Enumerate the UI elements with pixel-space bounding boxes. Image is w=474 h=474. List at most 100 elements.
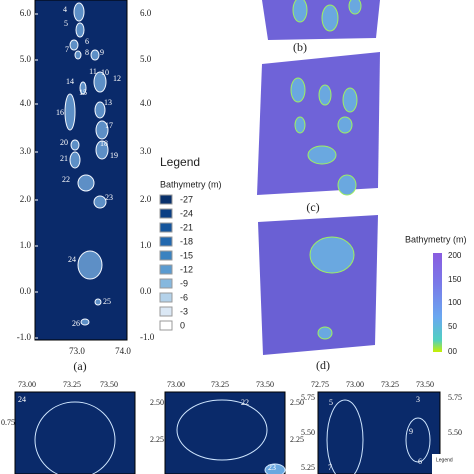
y-tick-label: 5.0	[20, 54, 32, 64]
reef	[317, 326, 333, 340]
reef	[79, 81, 87, 95]
y-tick-label: 6.0	[20, 8, 32, 18]
island-label: 7	[328, 463, 332, 472]
island-label: 25	[103, 297, 111, 306]
island-label: 9	[409, 427, 413, 436]
panel-label: (c)	[306, 200, 319, 214]
reef	[337, 116, 353, 134]
legend-item: -3	[180, 306, 188, 316]
reef	[93, 195, 107, 209]
legend-item: -15	[180, 250, 193, 260]
legend-swatch	[159, 278, 173, 289]
y-tick-label: 3.0	[20, 146, 32, 156]
x-tick-label: 73.50	[416, 380, 434, 389]
y-tick-label: 6.0	[140, 8, 152, 18]
reef	[405, 417, 431, 463]
reef	[93, 71, 107, 93]
y-tick-label: 4.0	[140, 98, 152, 108]
x-tick-label: 73.00	[18, 380, 36, 389]
legend-swatch	[159, 264, 173, 275]
reef	[307, 145, 337, 165]
colorbar-tick: 50	[448, 322, 457, 331]
legend-swatch	[159, 236, 173, 247]
legend-swatch	[159, 208, 173, 219]
x-tick-label: 73.0	[69, 346, 85, 356]
reef	[73, 2, 85, 22]
reef	[69, 39, 79, 51]
island-label: 6	[418, 457, 422, 466]
map-frame	[34, 0, 128, 341]
colorbar	[433, 253, 442, 352]
reef	[95, 140, 109, 160]
reef	[342, 87, 358, 113]
y-tick-label: 3.0	[140, 146, 152, 156]
legend-subtitle: Bathymetry (m)	[160, 179, 222, 189]
legend-item: -6	[180, 292, 188, 302]
inset-legend-box	[432, 454, 472, 474]
island-label: 22	[62, 175, 70, 184]
y-tick-label: 5.50	[448, 428, 462, 437]
reef	[94, 298, 102, 306]
x-tick-label: 72.75	[311, 380, 329, 389]
island-label: 10	[101, 68, 109, 77]
reef	[294, 116, 306, 134]
reef	[290, 77, 306, 103]
reef	[326, 399, 364, 474]
colorbar-tick: 150	[448, 275, 462, 284]
island-label: 14	[66, 77, 74, 86]
x-tick-label: 73.50	[256, 380, 274, 389]
y-tick-label: 5.0	[140, 54, 152, 64]
island-label: 15	[79, 88, 87, 97]
legend-item: -9	[180, 278, 188, 288]
legend-item: -24	[180, 208, 193, 218]
reef	[90, 49, 100, 61]
map-a	[35, 0, 127, 340]
inset-map	[14, 391, 136, 474]
y-tick-label: 1.0	[20, 240, 32, 250]
y-tick-label: 2.25	[290, 435, 304, 444]
colorbar-tick: 200	[448, 251, 462, 260]
y-tick-label: 5.50	[301, 428, 315, 437]
reef	[321, 4, 339, 32]
legend-swatch	[159, 306, 173, 317]
y-tick-label: 0.75	[1, 418, 15, 427]
y-tick-label: -1.0	[17, 332, 32, 342]
legend-title: Legend	[160, 155, 200, 169]
x-tick-label: 73.25	[381, 380, 399, 389]
y-tick-label: 2.0	[140, 194, 152, 204]
y-tick-label: 1.0	[140, 240, 152, 250]
x-tick-label: 73.25	[211, 380, 229, 389]
y-tick-label: 2.50	[150, 398, 164, 407]
legend-swatch	[159, 250, 173, 261]
reef	[70, 139, 80, 151]
legend-item: -18	[180, 236, 193, 246]
reef	[176, 399, 268, 461]
legend-item: -12	[180, 264, 193, 274]
x-tick-label: 74.0	[115, 346, 131, 356]
island-label: 23	[268, 463, 276, 472]
colorbar-tick: 100	[448, 298, 462, 307]
legend-item: -21	[180, 222, 193, 232]
island-label: 3	[416, 395, 420, 404]
y-tick-label: 4.0	[20, 98, 32, 108]
island-label: 8	[85, 48, 89, 57]
island-label: 19	[110, 151, 118, 160]
reef	[77, 250, 103, 280]
panel-label: (d)	[316, 358, 330, 372]
island-label: 6	[85, 37, 89, 46]
y-tick-label: 0.0	[20, 286, 32, 296]
y-tick-label: 2.0	[20, 194, 32, 204]
island-label: 5	[329, 398, 333, 407]
y-tick-label: 5.25	[301, 463, 315, 472]
legend-item: 0	[180, 320, 185, 330]
render-c	[257, 52, 380, 195]
y-tick-label: 2.25	[150, 435, 164, 444]
island-label: 12	[113, 74, 121, 83]
legend-swatch	[159, 320, 173, 331]
island-label: 26	[72, 319, 80, 328]
reef	[74, 50, 82, 60]
island-label: 9	[100, 48, 104, 57]
reef	[337, 174, 357, 196]
island-label: 7	[65, 45, 69, 54]
reef	[94, 101, 106, 119]
